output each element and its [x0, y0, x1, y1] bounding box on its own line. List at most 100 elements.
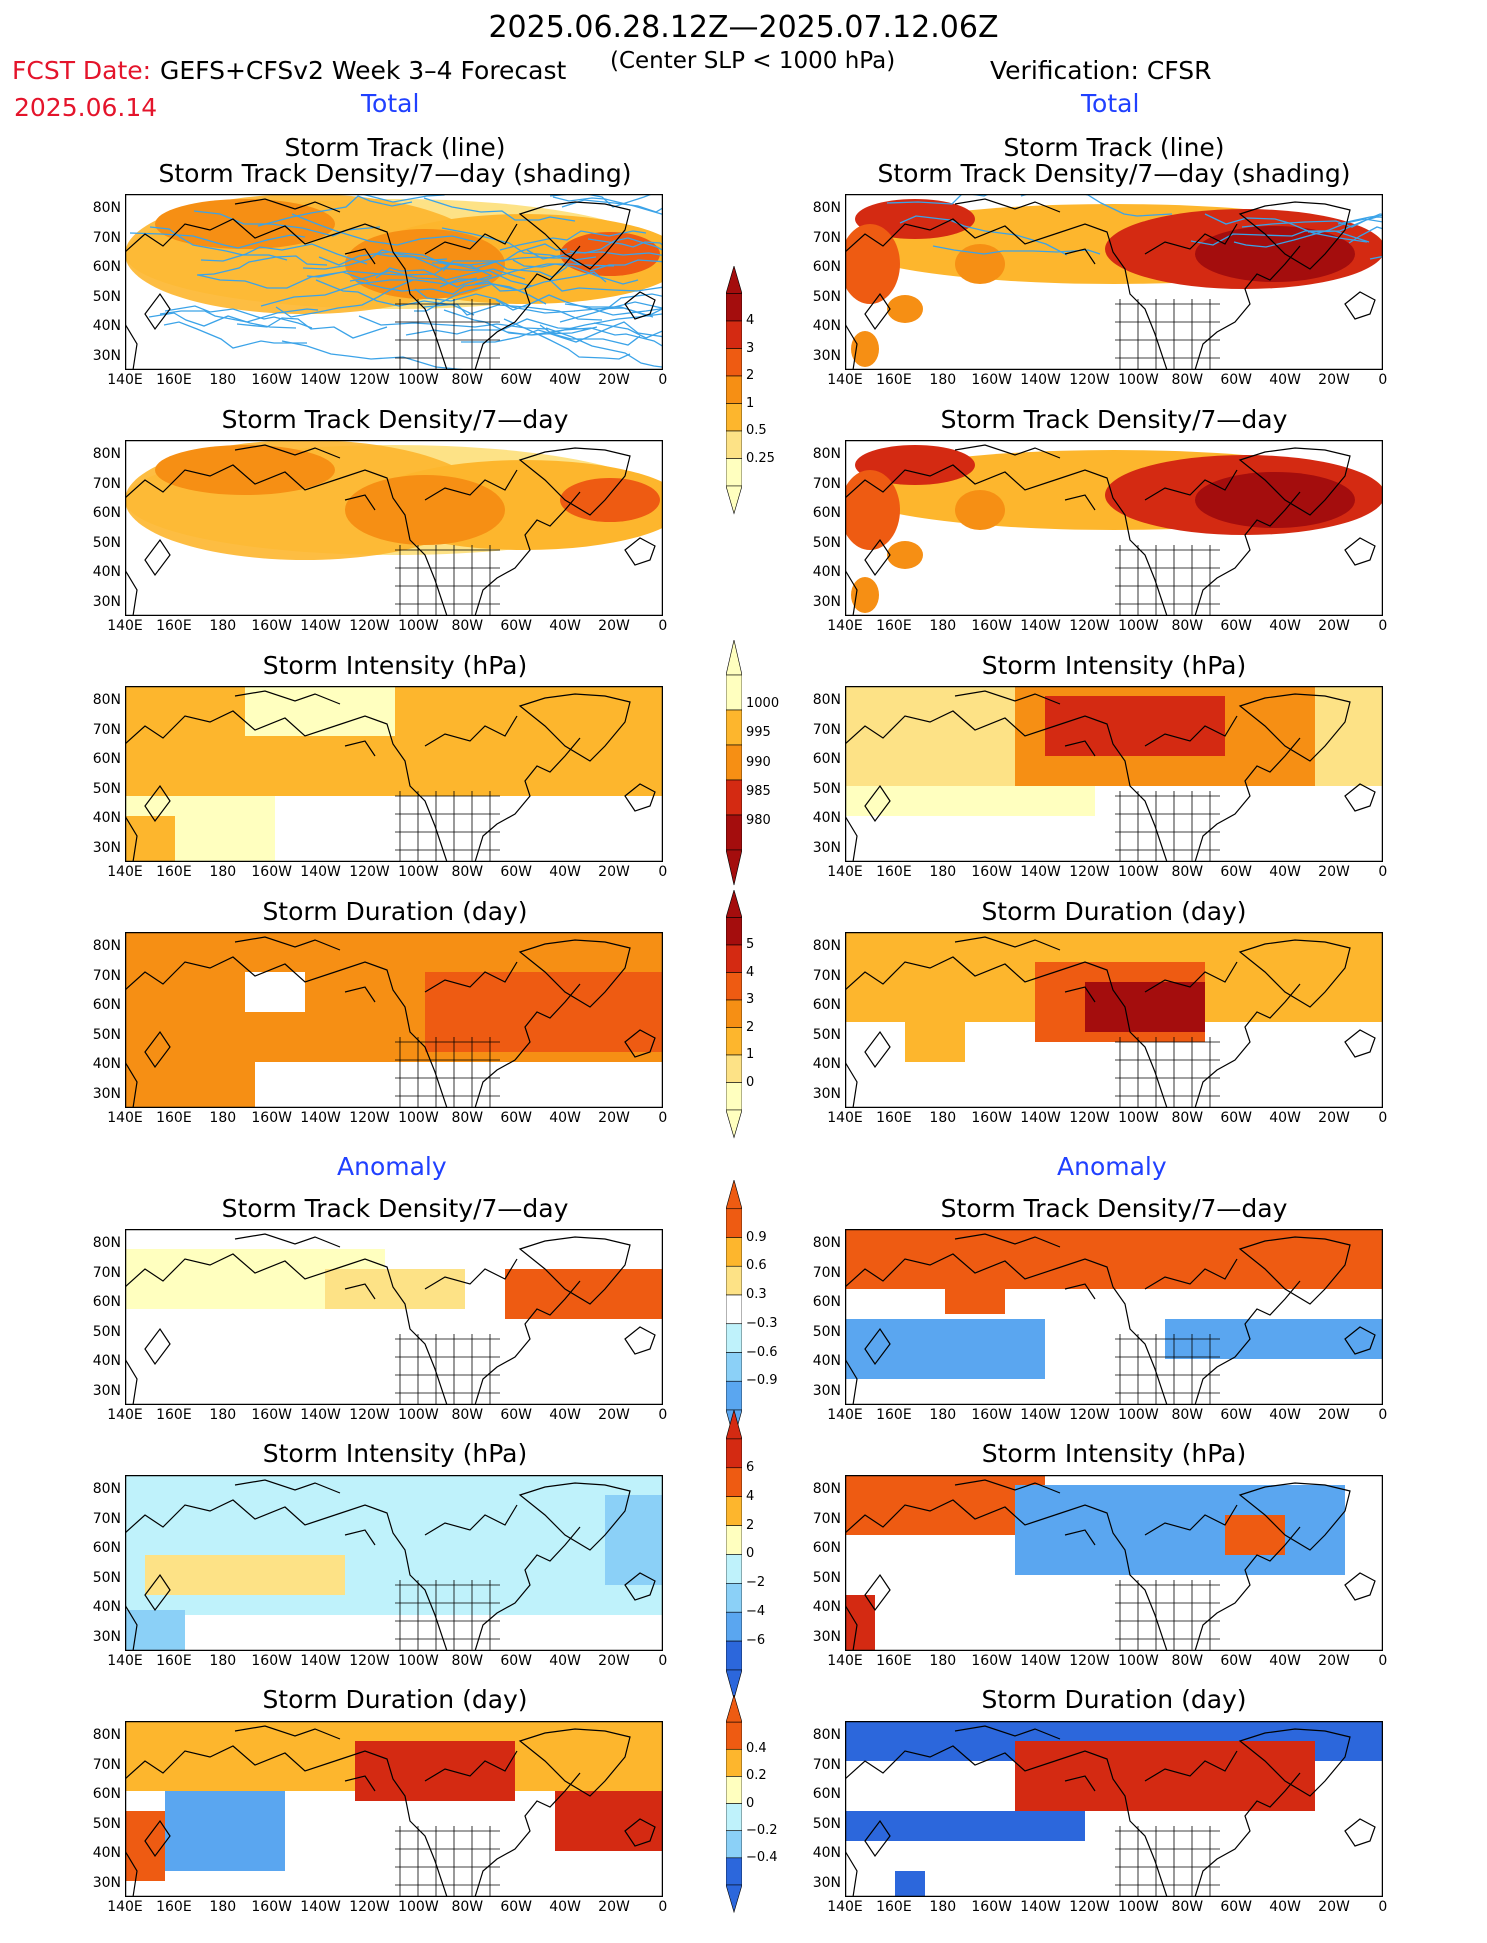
lon-tick-label: 140E — [100, 1653, 150, 1669]
title-duration-total-right: Storm Duration (day) — [834, 897, 1394, 926]
colorbar-swatch — [726, 1324, 742, 1353]
title-duration-anom-right: Storm Duration (day) — [834, 1685, 1394, 1714]
lon-tick-label: 180 — [918, 1899, 968, 1915]
lat-tick-label: 60N — [803, 997, 841, 1013]
lon-tick-label: 140W — [296, 864, 346, 880]
shading-region — [155, 445, 335, 495]
lat-tick-label: 50N — [83, 535, 121, 551]
lat-tick-label: 30N — [83, 1086, 121, 1102]
coastline — [125, 324, 137, 370]
lon-tick-label: 40W — [540, 1110, 590, 1126]
map-svg — [125, 1475, 663, 1651]
map-panel-aint-right — [845, 1475, 1383, 1651]
colorbar-label: −0.3 — [746, 1316, 778, 1331]
lat-tick-label: 50N — [803, 781, 841, 797]
lon-tick-label: 140W — [296, 1899, 346, 1915]
lat-tick-label: 70N — [83, 1511, 121, 1527]
lon-tick-label: 180 — [918, 618, 968, 634]
lon-tick-label: 40W — [1260, 618, 1310, 634]
lat-tick-label: 80N — [803, 692, 841, 708]
map-panel-dur-left — [125, 932, 663, 1108]
colorbar-label: 5 — [746, 937, 754, 952]
colorbar-swatch — [726, 1583, 742, 1612]
coastline — [125, 570, 137, 616]
shading-region — [1195, 226, 1355, 282]
lat-tick-label: 80N — [83, 446, 121, 462]
colorbar-swatch — [726, 1776, 742, 1803]
lat-tick-label: 30N — [803, 1629, 841, 1645]
lat-tick-label: 50N — [83, 1570, 121, 1586]
lon-tick-label: 140E — [100, 618, 150, 634]
colorbar-swatch — [726, 349, 742, 377]
lon-tick-label: 120W — [345, 372, 395, 388]
map-svg — [125, 1229, 663, 1405]
map-panel-adur-left — [125, 1721, 663, 1897]
lon-tick-label: 160W — [247, 1110, 297, 1126]
colorbar-label: 0.3 — [746, 1287, 767, 1302]
coastline — [845, 1851, 857, 1897]
colorbar-intensity-total — [726, 640, 742, 920]
lon-tick-label: 180 — [198, 1407, 248, 1423]
lon-tick-label: 80W — [1162, 1110, 1212, 1126]
colorbar-label: 995 — [746, 725, 771, 740]
lat-tick-label: 40N — [803, 810, 841, 826]
lat-tick-label: 50N — [83, 1324, 121, 1340]
lon-tick-label: 140E — [100, 1110, 150, 1126]
lat-tick-label: 40N — [803, 1599, 841, 1615]
map-panel-aint-left — [125, 1475, 663, 1651]
lon-tick-label: 160E — [869, 372, 919, 388]
lat-tick-label: 50N — [803, 535, 841, 551]
lon-tick-label: 100W — [393, 1407, 443, 1423]
lon-tick-label: 160W — [247, 618, 297, 634]
lat-tick-label: 30N — [83, 348, 121, 364]
lon-tick-label: 80W — [442, 1899, 492, 1915]
lon-tick-label: 40W — [540, 864, 590, 880]
lon-tick-label: 120W — [345, 1407, 395, 1423]
storm-track-line — [887, 194, 1069, 204]
lon-tick-label: 40W — [540, 1653, 590, 1669]
shading-region — [851, 331, 879, 367]
colorbar-duration-anom — [726, 1695, 742, 1939]
colorbar-swatch — [726, 1381, 742, 1410]
lon-tick-label: 60W — [491, 1899, 541, 1915]
lon-tick-label: 100W — [1113, 372, 1163, 388]
colorbar-label: 0 — [746, 1546, 754, 1561]
colorbar-swatch — [726, 1209, 742, 1238]
lon-tick-label: 40W — [540, 372, 590, 388]
lat-tick-label: 70N — [83, 230, 121, 246]
colorbar-swatch — [726, 710, 742, 745]
lat-tick-label: 40N — [803, 318, 841, 334]
lat-tick-label: 80N — [803, 1481, 841, 1497]
coastline — [145, 540, 170, 575]
lon-tick-label: 60W — [491, 618, 541, 634]
lat-tick-label: 30N — [803, 594, 841, 610]
lon-tick-label: 140E — [820, 1899, 870, 1915]
coastline — [845, 816, 857, 862]
forecast-period-title: 2025.06.28.12Z—2025.07.12.06Z — [0, 10, 1487, 45]
lon-tick-label: 0 — [638, 1653, 688, 1669]
lon-tick-label: 140E — [820, 618, 870, 634]
map-svg — [845, 686, 1383, 862]
lon-tick-label: 140E — [100, 372, 150, 388]
map-svg — [845, 440, 1383, 616]
title-intensity-total-left: Storm Intensity (hPa) — [115, 651, 675, 680]
colorbar-swatch — [726, 1028, 742, 1056]
lat-tick-label: 30N — [83, 1383, 121, 1399]
coastline — [1345, 784, 1375, 811]
shading-region — [895, 1871, 925, 1897]
lon-tick-label: 100W — [1113, 1407, 1163, 1423]
lon-tick-label: 120W — [345, 864, 395, 880]
lat-tick-label: 60N — [83, 1786, 121, 1802]
lon-tick-label: 120W — [1065, 1653, 1115, 1669]
lon-tick-label: 140W — [296, 1653, 346, 1669]
lon-tick-label: 140E — [820, 1407, 870, 1423]
colorbar-swatch — [726, 1497, 742, 1526]
lat-tick-label: 30N — [803, 348, 841, 364]
map-panel-int-right — [845, 686, 1383, 862]
lon-tick-label: 80W — [442, 1653, 492, 1669]
coastline — [145, 294, 170, 329]
lon-tick-label: 160W — [247, 1407, 297, 1423]
colorbar-swatch — [726, 675, 742, 710]
lon-tick-label: 120W — [1065, 372, 1115, 388]
lat-tick-label: 60N — [803, 505, 841, 521]
